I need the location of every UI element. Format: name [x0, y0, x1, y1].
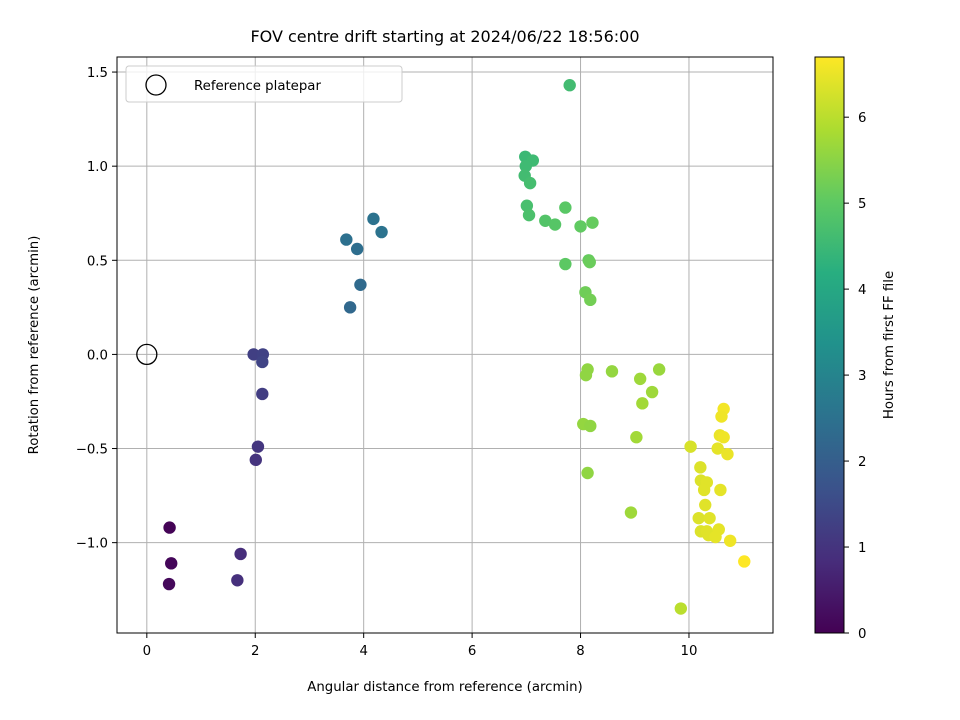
data-point — [652, 363, 666, 376]
data-point — [581, 466, 594, 480]
data-point — [375, 225, 388, 239]
legend: Reference platepar — [125, 65, 403, 103]
colorbar-tick-label: 1 — [858, 541, 866, 556]
data-point — [520, 199, 534, 212]
data-point — [579, 368, 593, 382]
data-point — [340, 233, 353, 246]
data-point — [714, 483, 727, 497]
data-point — [519, 159, 532, 173]
legend-marker-reference — [145, 74, 167, 96]
colorbar-tick-label: 3 — [858, 369, 866, 384]
data-point — [711, 442, 724, 455]
data-point — [694, 461, 707, 474]
y-axis-label: Rotation from reference (arcmin) — [27, 236, 42, 455]
data-point — [584, 419, 597, 433]
data-point — [715, 410, 728, 423]
colorbar-tick-label: 2 — [858, 455, 866, 470]
grid-lines — [117, 57, 773, 633]
data-point — [539, 214, 552, 227]
x-axis-label: Angular distance from reference (arcmin) — [307, 680, 582, 695]
legend-box — [125, 65, 403, 103]
data-point — [163, 521, 176, 534]
colorbar-ticks: 0 1 2 3 4 5 6 — [844, 111, 866, 642]
data-point — [692, 511, 705, 525]
legend-entry-reference: Reference platepar — [194, 79, 321, 94]
x-tick-label: 4 — [359, 644, 367, 659]
data-point — [548, 218, 562, 231]
data-point — [249, 453, 262, 467]
data-point — [674, 602, 688, 615]
y-tick-label: 0.5 — [87, 254, 108, 269]
data-point — [522, 208, 536, 222]
data-point — [583, 255, 596, 269]
data-point — [586, 216, 599, 229]
data-point — [559, 257, 572, 271]
data-point — [234, 547, 247, 561]
data-point — [574, 220, 587, 233]
data-point — [354, 278, 367, 291]
data-point — [703, 511, 716, 525]
data-point — [605, 365, 619, 378]
reference-layer — [136, 343, 158, 366]
data-point — [630, 431, 643, 444]
data-point — [256, 355, 269, 369]
data-points — [162, 79, 751, 615]
x-tick-label: 6 — [468, 644, 476, 659]
colorbar: 0 1 2 3 4 5 6 Hours from first FF file — [814, 56, 897, 642]
y-tick-label: −0.5 — [76, 443, 108, 458]
y-tick-label: 1.5 — [87, 66, 108, 81]
colorbar-tick-label: 4 — [858, 283, 866, 298]
colorbar-tick-label: 6 — [858, 111, 866, 126]
data-point — [624, 506, 638, 519]
data-point — [247, 348, 260, 361]
data-point — [563, 79, 576, 92]
colorbar-tick-label: 5 — [858, 197, 866, 212]
data-point — [231, 574, 244, 587]
data-point — [645, 385, 659, 399]
data-point — [636, 397, 649, 410]
x-tick-label: 2 — [251, 644, 259, 659]
data-point — [723, 534, 737, 547]
y-tick-label: 0.0 — [87, 348, 108, 363]
colorbar-label: Hours from first FF file — [882, 271, 897, 419]
colorbar-tick-label: 0 — [858, 627, 866, 642]
data-point — [165, 557, 178, 570]
data-point — [256, 387, 269, 401]
x-tick-label: 0 — [143, 644, 151, 659]
chart-title: FOV centre drift starting at 2024/06/22 … — [250, 27, 639, 46]
data-point — [709, 530, 722, 544]
data-point — [162, 577, 176, 591]
reference-marker — [136, 343, 158, 366]
y-axis-ticks: −1.0 −0.5 0.0 0.5 1.0 1.5 — [76, 66, 117, 552]
plot-frame — [116, 56, 774, 634]
data-point — [559, 201, 572, 214]
x-tick-label: 10 — [681, 644, 698, 659]
data-point — [699, 498, 712, 512]
data-point — [343, 301, 357, 314]
data-point — [251, 440, 265, 453]
data-point — [684, 440, 697, 453]
x-axis-ticks: 0 2 4 6 8 10 — [143, 633, 698, 659]
x-tick-label: 8 — [576, 644, 584, 659]
data-point — [367, 212, 380, 226]
data-point — [717, 431, 730, 444]
data-point — [584, 293, 597, 307]
data-point — [350, 242, 364, 256]
y-tick-label: −1.0 — [76, 537, 108, 552]
data-point — [721, 447, 734, 461]
data-point — [633, 372, 647, 386]
y-tick-label: 1.0 — [87, 160, 108, 175]
colorbar-gradient — [814, 56, 845, 634]
data-point — [697, 483, 711, 497]
data-point — [523, 176, 537, 190]
data-point — [738, 555, 751, 568]
